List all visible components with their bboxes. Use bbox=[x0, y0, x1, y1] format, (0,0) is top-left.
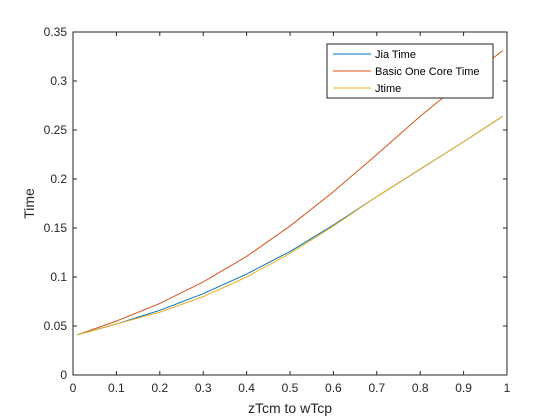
x-tick-label: 0.1 bbox=[108, 381, 125, 395]
x-tick-label: 0.7 bbox=[368, 381, 385, 395]
series-line-jtime bbox=[77, 115, 503, 336]
y-tick-label: 0.25 bbox=[44, 123, 68, 137]
y-tick-label: 0.2 bbox=[50, 172, 67, 186]
x-tick-label: 0.5 bbox=[282, 381, 299, 395]
legend-label: Basic One Core Time bbox=[375, 66, 480, 78]
x-tick-label: 0 bbox=[70, 381, 77, 395]
x-tick-label: 0.9 bbox=[455, 381, 472, 395]
y-tick-label: 0.35 bbox=[44, 25, 68, 39]
legend-label: Jtime bbox=[375, 83, 401, 95]
x-axis-ticks: 0 0.1 0.2 0.3 0.4 0.5 0.6 0.7 0.8 0.9 1 bbox=[70, 32, 511, 395]
y-axis-label: Time bbox=[21, 188, 37, 219]
x-tick-label: 0.6 bbox=[325, 381, 342, 395]
x-axis-label: zTcm to wTcp bbox=[248, 400, 332, 416]
legend[interactable]: Jia Time Basic One Core Time Jtime bbox=[326, 43, 494, 99]
y-tick-label: 0.15 bbox=[44, 221, 68, 235]
x-tick-label: 0.3 bbox=[195, 381, 212, 395]
x-tick-label: 0.2 bbox=[151, 381, 168, 395]
y-tick-label: 0.1 bbox=[50, 270, 67, 284]
x-tick-label: 1 bbox=[504, 381, 511, 395]
x-tick-label: 0.4 bbox=[238, 381, 255, 395]
series-line-basic-one-core-time bbox=[77, 50, 503, 336]
y-tick-label: 0 bbox=[60, 368, 67, 382]
legend-label: Jia Time bbox=[375, 49, 416, 61]
y-axis-ticks: 0 0.05 0.1 0.15 0.2 0.25 0.3 0.35 bbox=[44, 25, 507, 382]
y-tick-label: 0.3 bbox=[50, 74, 67, 88]
x-tick-label: 0.8 bbox=[412, 381, 429, 395]
legend-items: Jia Time Basic One Core Time Jtime bbox=[333, 49, 480, 95]
y-tick-label: 0.05 bbox=[44, 319, 68, 333]
series-layer bbox=[77, 50, 503, 336]
